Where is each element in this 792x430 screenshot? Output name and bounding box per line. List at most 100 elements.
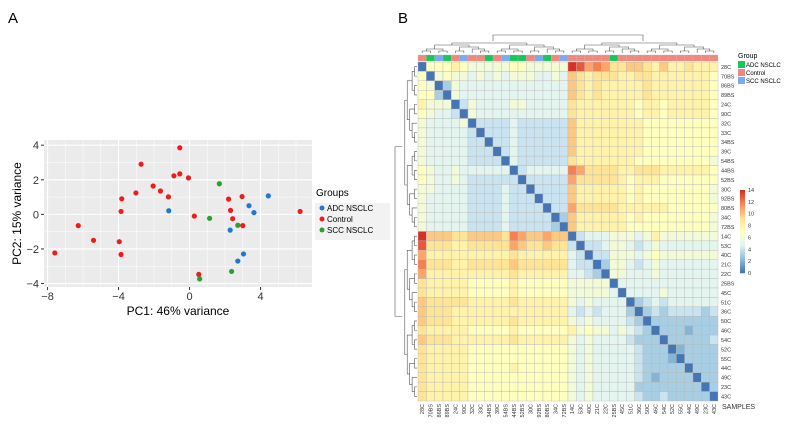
heatmap-cell [551,316,560,326]
heatmap-cell [442,212,452,223]
heatmap-cell [584,372,594,383]
heatmap-cell [626,221,635,232]
heatmap-cell [534,165,544,176]
heatmap-cell [676,344,685,355]
heatmap-cell [551,99,560,110]
heatmap-cell [642,231,652,242]
heatmap-cell [467,146,477,157]
heatmap-cell [584,325,594,336]
heatmap-cell [692,71,702,82]
heatmap-cell [559,61,569,72]
heatmap-cell [651,146,660,157]
heatmap-cell [434,127,444,138]
heatmap-cell [684,325,694,336]
heatmap-cell [476,71,485,82]
row-label: 86BS [721,84,735,90]
heatmap-cell [584,381,594,392]
heatmap-cell [484,212,494,223]
heatmap-cell [692,99,702,110]
legend-label: Control [327,215,353,224]
heatmap-cell [417,80,427,91]
column-label: 54BS [504,404,510,418]
heatmap-cell [667,174,677,185]
heatmap-cell [476,127,485,138]
heatmap-cell [584,155,594,166]
column-label: 32C [470,404,476,414]
heatmap-cell [434,259,444,270]
heatmap-cell [442,278,452,289]
group-annotation-cell [434,54,444,62]
column-label: 40C [587,404,593,414]
heatmap-cell [659,231,669,242]
heatmap-cell [584,71,594,82]
row-dendrogram-branch [414,235,417,246]
row-dendrogram-branch [414,169,417,181]
heatmap-cell [584,80,594,91]
legend-label: SCC NSCLC [327,226,373,235]
heatmap-cell [442,193,452,204]
heatmap-cell [701,184,710,195]
heatmap-cell [709,203,719,213]
heatmap-cell [476,363,485,373]
heatmap-cell [584,287,594,298]
heatmap-cell [609,334,619,345]
group-annotation-cell [484,54,494,62]
row-dendrogram-branch [411,240,415,261]
heatmap-cell [701,391,710,402]
colorbar-segment [740,233,745,236]
heatmap-cell [609,99,619,110]
heatmap-cell [534,118,544,129]
heatmap-cell [434,99,444,110]
heatmap-cell [451,353,460,364]
column-dendrogram-branch [571,50,581,53]
heatmap-cell [634,250,644,260]
heatmap-cell [667,80,677,91]
heatmap-cell [492,278,502,289]
heatmap-cell [642,155,652,166]
heatmap-cell [601,99,610,110]
heatmap-cell [517,372,527,383]
y-tick-label: 2 [33,175,39,187]
heatmap-cell [576,184,585,195]
heatmap-cell [434,325,444,336]
heatmap-cell [492,108,502,119]
heatmap-cell [617,108,627,119]
heatmap-cell [484,80,494,91]
row-label: 54BS [721,159,735,165]
heatmap-cell [526,99,535,110]
column-label: 22C [604,404,610,414]
heatmap-cell [526,391,535,402]
heatmap-cell [509,325,519,336]
heatmap-cell [651,71,660,82]
group-annotation-cell [551,54,560,62]
row-label: 55C [721,357,731,363]
heatmap-cell [426,203,435,213]
heatmap-cell [576,165,585,176]
panel-a-label: A [8,10,19,27]
heatmap-cell [451,297,460,308]
row-dendrogram-branch [414,320,417,331]
heatmap-cell [459,372,469,383]
heatmap-cell [476,174,485,185]
heatmap-cell [509,203,519,213]
heatmap-cell [417,71,427,82]
data-point [90,237,97,243]
heatmap-cell [434,184,444,195]
heatmap-cell [551,381,560,392]
heatmap-cell [426,193,435,204]
row-label: 34BS [721,140,735,146]
row-label: 80BS [721,206,735,212]
heatmap-cell [492,334,502,345]
heatmap-cell [442,155,452,166]
heatmap-cell [526,137,535,147]
heatmap-cell [559,306,569,317]
heatmap-cell [459,240,469,251]
heatmap-cell [626,250,635,260]
heatmap-cell [651,297,660,308]
heatmap-cell [517,80,527,91]
heatmap-cell [417,297,427,308]
heatmap-cell [492,391,502,402]
colorbar-tick-label: 4 [748,247,751,253]
heatmap-cell [501,184,510,195]
heatmap-cell [642,278,652,289]
